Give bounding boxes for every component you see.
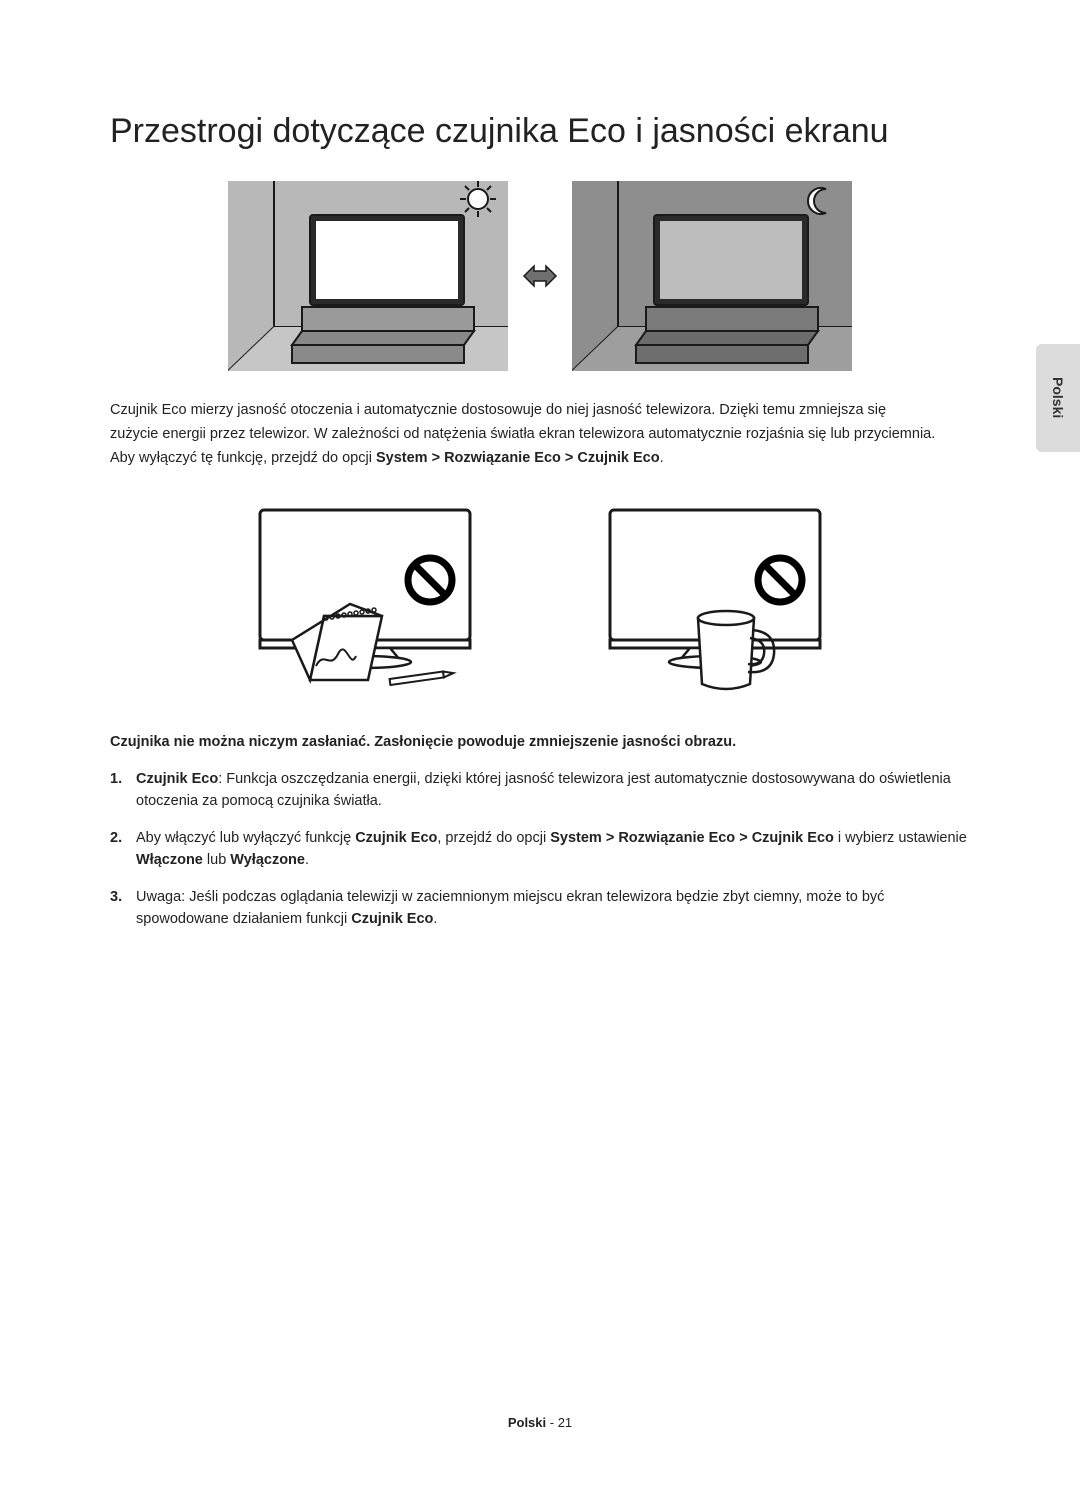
para-line-3: Aby wyłączyć tę funkcję, przejdź do opcj… [110,447,970,469]
eco-brightness-figure [110,181,970,371]
para-line-2: zużycie energii przez telewizor. W zależ… [110,423,970,445]
eco-description: Czujnik Eco mierzy jasność otoczenia i a… [110,399,970,470]
list-item-number: 3. [110,886,122,908]
list-item: 3.Uwaga: Jeśli podczas oglądania telewiz… [110,886,970,931]
footer-language: Polski [508,1415,546,1430]
figure-block-mug [590,500,840,700]
figure-day-room [228,181,508,371]
para-line-1: Czujnik Eco mierzy jasność otoczenia i a… [110,399,970,421]
block-warning-figures [110,500,970,700]
manual-page: Polski Przestrogi dotyczące czujnika Eco… [0,0,1080,1494]
list-item-number: 2. [110,827,122,849]
language-tab-label: Polski [1050,377,1066,418]
list-item: 1.Czujnik Eco: Funkcja oszczędzania ener… [110,768,970,813]
list-item: 2.Aby włączyć lub wyłączyć funkcję Czujn… [110,827,970,872]
list-item-number: 1. [110,768,122,790]
page-title: Przestrogi dotyczące czujnika Eco i jasn… [110,110,970,153]
block-warning-text: Czujnika nie można niczym zasłaniać. Zas… [110,734,970,750]
figure-block-notebook [240,500,490,700]
page-footer: Polski - 21 [0,1415,1080,1430]
double-arrow-icon [522,258,558,294]
footer-page-number: 21 [558,1415,572,1430]
instruction-list: 1.Czujnik Eco: Funkcja oszczędzania ener… [110,768,970,931]
language-tab: Polski [1036,344,1080,452]
figure-night-room [572,181,852,371]
